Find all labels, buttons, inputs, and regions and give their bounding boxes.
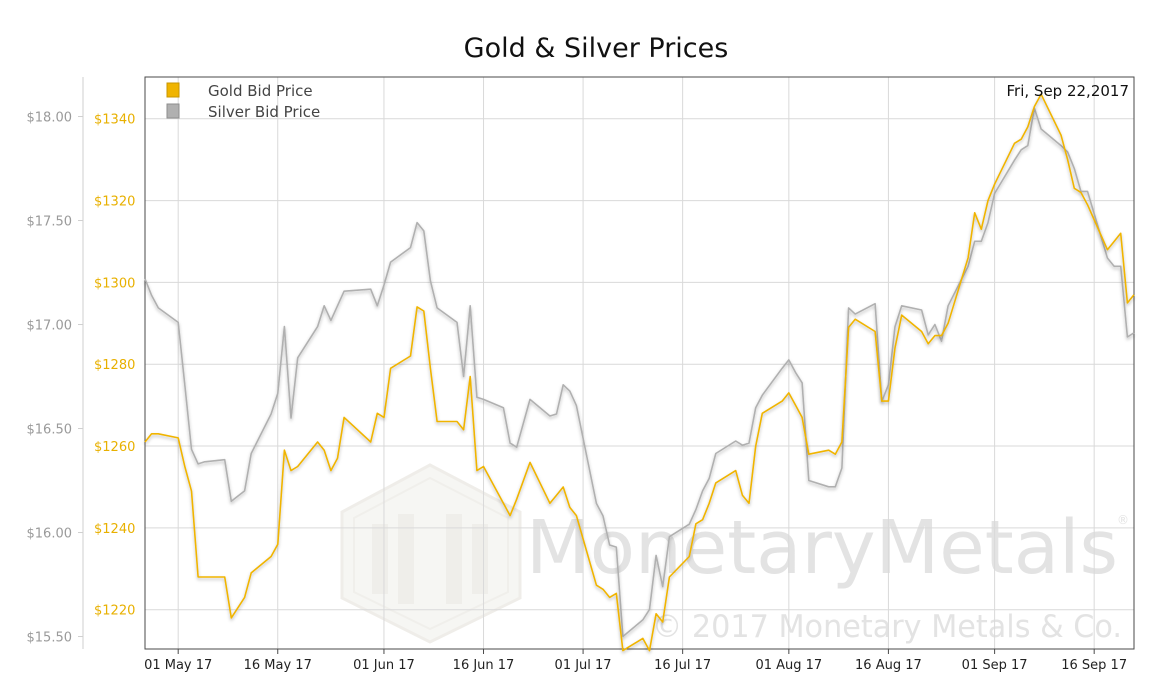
silver-tick-label: $18.00 xyxy=(27,111,73,126)
chart-title: Gold & Silver Prices xyxy=(464,33,729,64)
watermark: MonetaryMetals ® © 2017 Monetary Metals … xyxy=(340,463,1129,645)
x-tick-label: 01 Sep 17 xyxy=(962,658,1028,673)
gold-tick-label: $1240 xyxy=(94,522,135,537)
gold-tick-label: $1260 xyxy=(94,440,135,455)
silver-tick-label: $17.50 xyxy=(27,215,73,230)
date-label: Fri, Sep 22,2017 xyxy=(1007,82,1129,100)
silver-tick-label: $17.00 xyxy=(27,319,73,334)
x-tick-label: 01 Jun 17 xyxy=(353,658,415,673)
x-tick-label: 16 Sep 17 xyxy=(1061,658,1127,673)
watermark-registered: ® xyxy=(1117,513,1129,527)
legend-gold-label: Gold Bid Price xyxy=(208,82,313,100)
watermark-logo xyxy=(340,463,522,644)
gold-tick-label: $1280 xyxy=(94,358,135,373)
x-axis: 01 May 17 16 May 17 01 Jun 17 16 Jun 17 01 J… xyxy=(144,649,1127,673)
gold-tick-label: $1300 xyxy=(94,276,135,291)
plot-area-border xyxy=(144,76,1135,650)
watermark-brand: MonetaryMetals xyxy=(526,505,1118,591)
gold-tick-label: $1220 xyxy=(94,604,135,619)
x-tick-label: 01 May 17 xyxy=(144,658,212,673)
watermark-copyright: © 2017 Monetary Metals & Co. xyxy=(652,609,1122,645)
silver-price-line xyxy=(144,107,1135,638)
silver-tick-label: $16.00 xyxy=(27,527,73,542)
y-axis-silver: $15.50 $16.00 $16.50 $17.00 $17.50 $18.00 xyxy=(27,77,84,649)
legend-silver-label: Silver Bid Price xyxy=(208,103,320,121)
legend-gold-swatch xyxy=(166,82,180,98)
x-tick-label: 16 Jul 17 xyxy=(654,658,711,673)
x-tick-label: 16 May 17 xyxy=(244,658,312,673)
y-axis-gold: $1220 $1240 $1260 $1280 $1300 $1320 $1340 xyxy=(94,113,135,619)
silver-tick-label: $16.50 xyxy=(27,423,73,438)
gold-tick-label: $1320 xyxy=(94,195,135,210)
gold-tick-label: $1340 xyxy=(94,113,135,128)
legend-silver-swatch xyxy=(166,103,180,119)
x-tick-label: 01 Aug 17 xyxy=(755,658,822,673)
series-group xyxy=(144,93,1135,652)
legend-item-silver[interactable]: Silver Bid Price xyxy=(166,103,320,121)
x-tick-label: 16 Aug 17 xyxy=(855,658,922,673)
x-tick-label: 01 Jul 17 xyxy=(555,658,612,673)
x-tick-label: 16 Jun 17 xyxy=(453,658,515,673)
silver-tick-label: $15.50 xyxy=(27,631,73,646)
legend: Gold Bid Price Silver Bid Price xyxy=(166,82,320,121)
gold-price-line xyxy=(144,93,1135,652)
legend-item-gold[interactable]: Gold Bid Price xyxy=(166,82,313,100)
grid xyxy=(145,77,1134,649)
